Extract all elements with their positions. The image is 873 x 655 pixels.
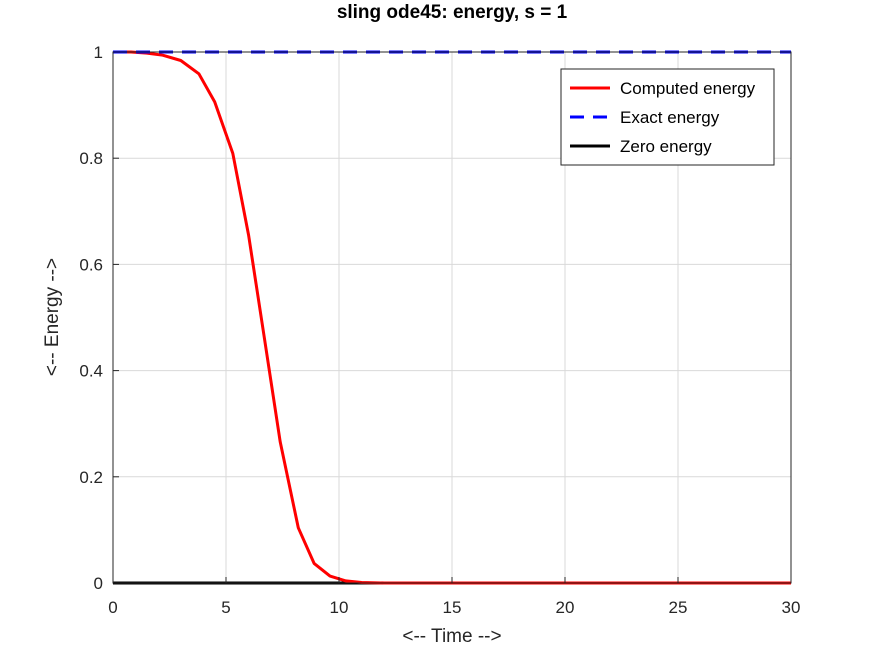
y-axis-label: <-- Energy -->	[42, 258, 63, 376]
x-tick-label: 25	[669, 598, 688, 617]
x-tick-label: 5	[221, 598, 230, 617]
y-tick-label: 0.2	[79, 468, 103, 487]
ticks: 0 5 10 15 20 25 30 0 0.2 0.4 0.6 0.8 1	[79, 43, 800, 617]
legend-label-2: Zero energy	[620, 137, 712, 156]
x-axis-label: <-- Time -->	[402, 626, 501, 647]
legend-label-1: Exact energy	[620, 108, 720, 127]
y-tick-label: 0.6	[79, 255, 103, 274]
y-tick-label: 0	[94, 574, 103, 593]
x-tick-label: 30	[782, 598, 801, 617]
legend-label-0: Computed energy	[620, 79, 756, 98]
legend: Computed energy Exact energy Zero energy	[560, 68, 775, 166]
y-tick-label: 1	[94, 43, 103, 62]
y-tick-label: 0.8	[79, 149, 103, 168]
chart-title: sling ode45: energy, s = 1	[337, 2, 568, 23]
x-tick-label: 10	[330, 598, 349, 617]
x-tick-label: 20	[556, 598, 575, 617]
x-tick-label: 15	[443, 598, 462, 617]
y-tick-label: 0.4	[79, 362, 103, 381]
x-tick-label: 0	[108, 598, 117, 617]
